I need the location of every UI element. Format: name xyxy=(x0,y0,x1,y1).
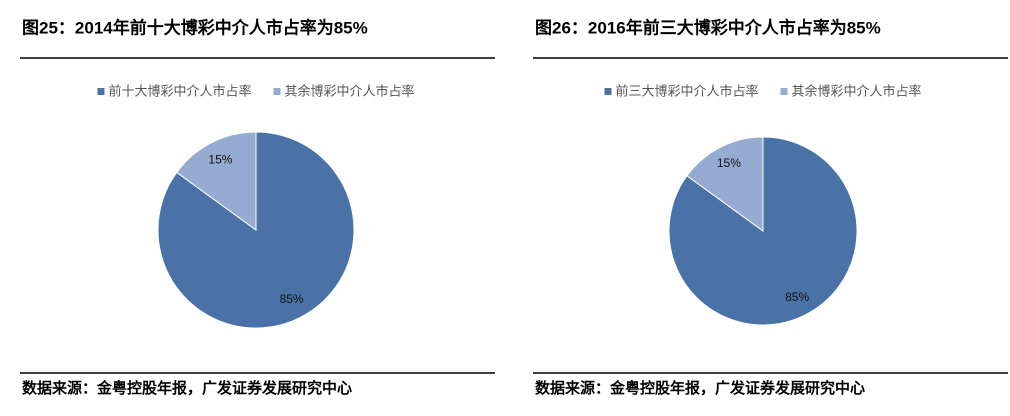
source-note: 数据来源：金粤控股年报，广发证券发展研究中心 xyxy=(535,379,865,397)
value-label: 15% xyxy=(208,152,232,166)
chart-title: 图26：2016年前三大博彩中介人市占率为85% xyxy=(535,17,881,37)
legend-swatch xyxy=(780,88,788,95)
legend-swatch xyxy=(273,88,281,95)
pie-slice xyxy=(176,131,257,231)
chart-title: 图25：2014年前十大博彩中介人市占率为85% xyxy=(22,17,368,37)
chart-panel: 图25：2014年前十大博彩中介人市占率为85% 数据来源：金粤控股年报，广发证券… xyxy=(20,17,495,397)
value-label: 15% xyxy=(717,156,741,170)
legend: 前十大博彩中介人市占率 其余博彩中介人市占率 xyxy=(97,83,415,98)
value-label: 85% xyxy=(280,292,304,306)
value-label: 85% xyxy=(785,290,809,304)
legend: 前三大博彩中介人市占率 其余博彩中介人市占率 xyxy=(604,83,922,98)
legend-label: 前十大博彩中介人市占率 xyxy=(108,83,251,98)
pie-slice xyxy=(686,136,764,232)
legend-label: 其余博彩中介人市占率 xyxy=(285,83,415,98)
chart-panel: 图26：2016年前三大博彩中介人市占率为85% 数据来源：金粤控股年报，广发证券… xyxy=(533,17,1008,397)
legend-label: 其余博彩中介人市占率 xyxy=(792,83,922,98)
legend-label: 前三大博彩中介人市占率 xyxy=(615,83,758,98)
legend-swatch xyxy=(604,88,612,95)
source-note: 数据来源：金粤控股年报，广发证券发展研究中心 xyxy=(22,379,352,397)
legend-swatch xyxy=(97,88,105,95)
